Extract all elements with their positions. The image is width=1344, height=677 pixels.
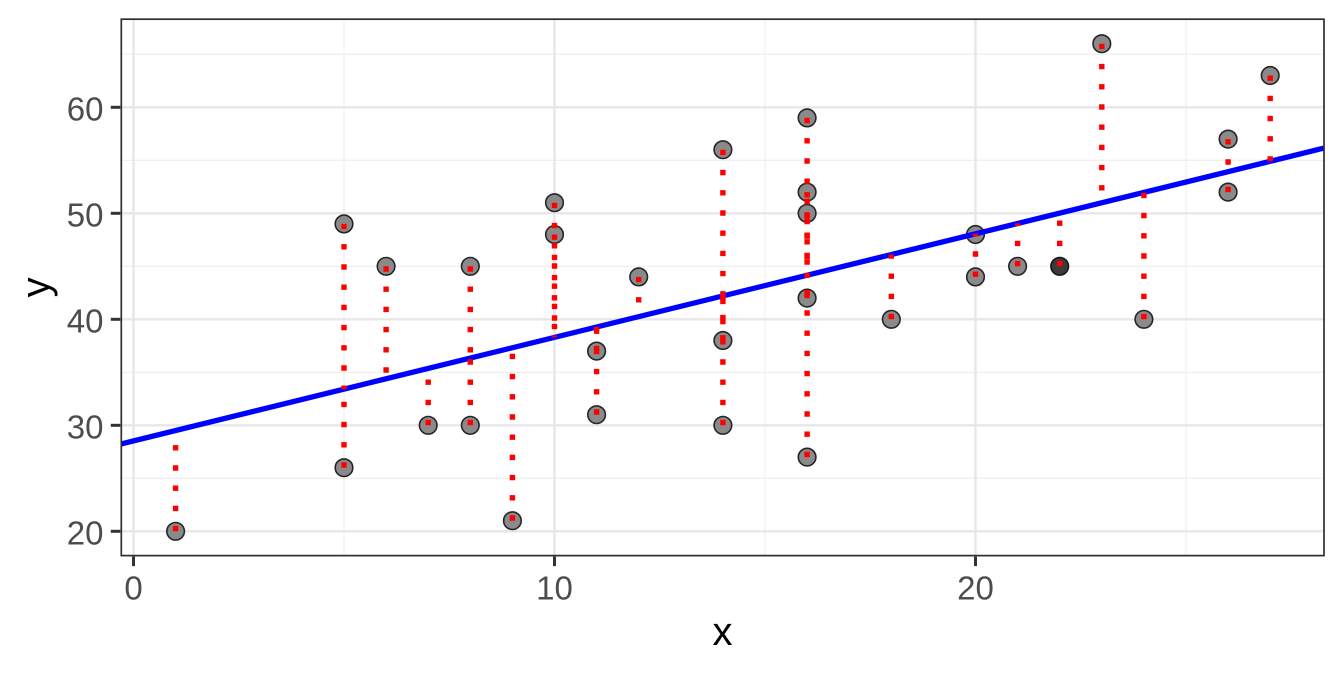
svg-text:60: 60 (67, 90, 104, 127)
svg-text:0: 0 (124, 570, 142, 607)
svg-text:20: 20 (67, 514, 104, 551)
svg-text:10: 10 (536, 570, 573, 607)
svg-text:30: 30 (67, 408, 104, 445)
svg-text:40: 40 (67, 302, 104, 339)
svg-text:x: x (713, 610, 733, 654)
svg-text:y: y (14, 277, 58, 297)
svg-text:50: 50 (67, 196, 104, 233)
svg-text:20: 20 (957, 570, 994, 607)
